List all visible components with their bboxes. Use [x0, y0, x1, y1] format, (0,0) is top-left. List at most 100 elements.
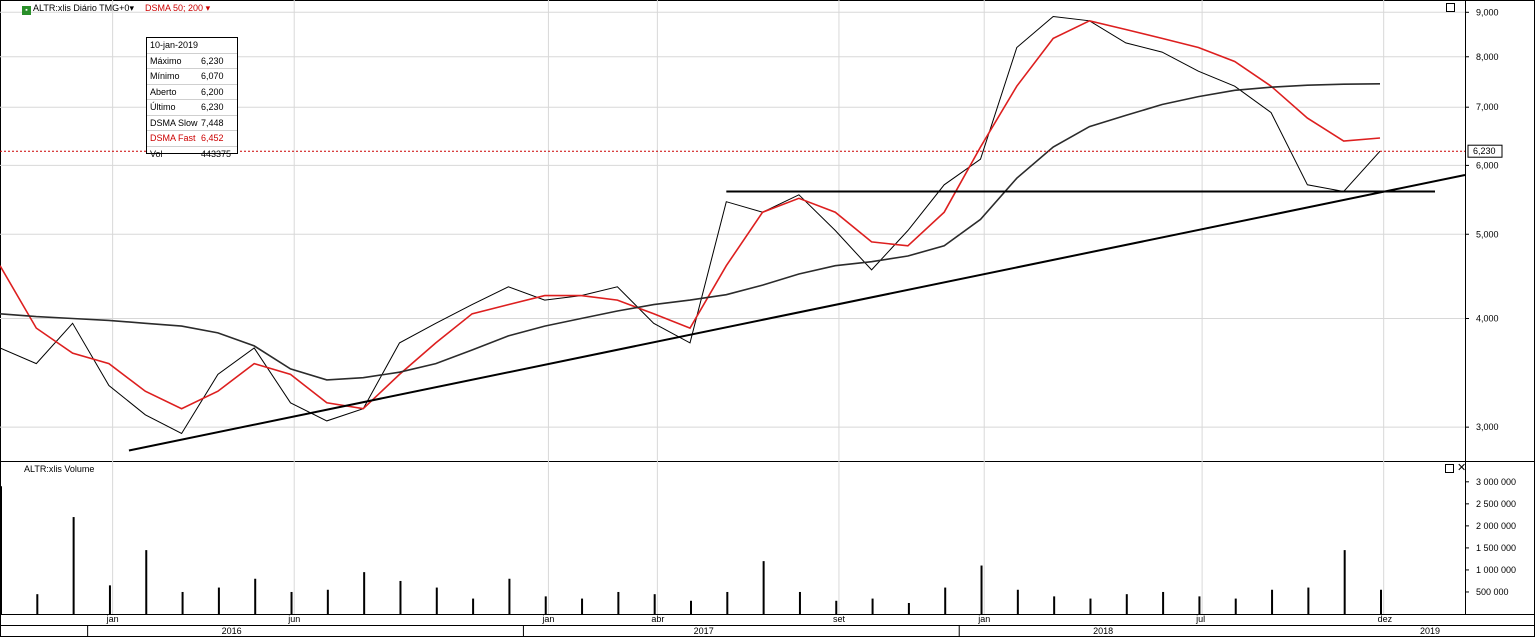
volume-bar: [871, 598, 874, 614]
trend-line: [128, 173, 1466, 452]
volume-bar: [798, 591, 801, 614]
year-label: 2017: [694, 626, 714, 636]
volume-bar: [980, 565, 983, 614]
infobox-value: 443375: [201, 148, 232, 159]
volume-bar: [690, 600, 692, 614]
volume-bar: [435, 587, 438, 614]
infobox-row: Aberto 6,200: [147, 85, 237, 100]
y-tick-label: 7,000: [1476, 102, 1499, 112]
volume-bar: [726, 591, 729, 614]
volume-bar: [508, 578, 511, 614]
volume-bar: [36, 594, 39, 614]
volume-bar: [1343, 550, 1346, 614]
x-tick-label: abr: [651, 614, 664, 624]
infobox-row: DSMA Fast 6,452: [147, 131, 237, 147]
data-window: 10-jan-2019 Máximo 6,230 Mínimo 6,070 Aber…: [146, 37, 238, 159]
infobox-value: 6,230: [201, 55, 224, 66]
volume-bar: [835, 600, 838, 614]
x-tick-label: set: [833, 614, 846, 624]
infobox-row: Mínimo 6,070: [147, 69, 237, 85]
volume-bar: [254, 578, 257, 614]
volume-bar: [1380, 589, 1382, 614]
infobox-value: 6,070: [201, 71, 224, 81]
volume-bar: [399, 580, 402, 614]
infobox-date: 10-jan-2019: [147, 38, 237, 54]
volume-bar: [1089, 598, 1092, 614]
volume-bar: [1271, 589, 1274, 614]
volume-bar: [581, 598, 584, 614]
infobox-row: Vol 443375: [147, 147, 237, 162]
infobox-value: 7,448: [201, 117, 224, 128]
infobox-label: Aberto: [150, 86, 177, 97]
close-icon[interactable]: ✕: [1457, 462, 1467, 474]
volume-bar: [1016, 589, 1019, 614]
volume-bar: [326, 589, 329, 614]
volume-tick-label: 2 500 000: [1476, 499, 1516, 509]
series-line-dsma-fast: [0, 19, 1381, 410]
volume-bar: [72, 517, 75, 614]
infobox-label: Vol: [150, 148, 163, 159]
chart-badge-icon: ▪: [22, 6, 31, 15]
volume-bar: [1053, 596, 1056, 614]
last-price-label: 6,230: [1473, 146, 1496, 156]
volume-bar: [1198, 596, 1201, 614]
x-tick-label: jul: [1195, 614, 1205, 624]
infobox-value: 6,230: [201, 102, 224, 112]
volume-bar: [290, 591, 293, 614]
volume-bar: [653, 594, 656, 614]
volume-bar: [363, 572, 366, 614]
dropdown-arrow-icon[interactable]: ▾: [205, 3, 211, 13]
y-tick-label: 3,000: [1476, 422, 1499, 432]
volume-tick-label: 500 000: [1476, 587, 1509, 597]
maximize-icon[interactable]: [1445, 464, 1454, 473]
infobox-label: DSMA Fast: [150, 133, 196, 143]
infobox-label: DSMA Slow: [150, 117, 198, 128]
volume-tick-label: 3 000 000: [1476, 477, 1516, 487]
infobox-row: DSMA Slow 7,448: [147, 116, 237, 131]
infobox-value: 6,452: [201, 133, 224, 143]
x-tick-label: jan: [541, 614, 554, 624]
volume-bar: [1307, 587, 1310, 614]
maximize-icon[interactable]: [1446, 3, 1455, 12]
x-tick-label: jan: [106, 614, 119, 624]
x-tick-label: jan: [977, 614, 990, 624]
year-label: 2019: [1420, 626, 1440, 636]
y-tick-label: 8,000: [1476, 52, 1499, 62]
year-label: 2016: [222, 626, 242, 636]
series-line-dsma-slow: [0, 83, 1381, 381]
volume-bar: [1234, 598, 1237, 614]
infobox-row: Máximo 6,230: [147, 54, 237, 69]
x-tick-label: dez: [1378, 614, 1393, 624]
volume-bar: [762, 561, 765, 614]
volume-bar: [617, 591, 620, 614]
volume-bar: [181, 591, 184, 614]
volume-tick-label: 1 000 000: [1476, 565, 1516, 575]
volume-bar: [1125, 594, 1128, 614]
dropdown-arrow-icon[interactable]: ▾: [129, 3, 134, 13]
indicator-title[interactable]: DSMA 50; 200 ▾: [145, 3, 210, 14]
y-tick-label: 5,000: [1476, 229, 1499, 239]
volume-bar: [0, 486, 2, 614]
volume-tick-label: 2 000 000: [1476, 521, 1516, 531]
volume-bar: [544, 596, 547, 614]
infobox-label: Máximo: [150, 55, 182, 66]
volume-bar: [907, 602, 910, 614]
infobox-row: Último 6,230: [147, 100, 237, 116]
y-tick-label: 4,000: [1476, 314, 1499, 324]
series-line-price: [0, 15, 1381, 435]
volume-bar: [944, 587, 947, 614]
indicator-title-text: DSMA 50; 200: [145, 3, 204, 13]
volume-bar: [472, 598, 475, 614]
infobox-label: Último: [150, 102, 176, 112]
x-tick-label: jun: [287, 614, 300, 624]
volume-bar: [108, 585, 111, 614]
infobox-value: 6,200: [201, 86, 224, 97]
infobox-label: Mínimo: [150, 71, 180, 81]
last-price-box: [1467, 144, 1503, 158]
symbol-title[interactable]: ▪ ALTR:xlis Diário TMG+0▾: [22, 3, 134, 15]
y-tick-label: 6,000: [1476, 160, 1499, 170]
volume-tick-label: 1 500 000: [1476, 543, 1516, 553]
volume-title: ALTR:xlis Volume: [24, 464, 95, 474]
